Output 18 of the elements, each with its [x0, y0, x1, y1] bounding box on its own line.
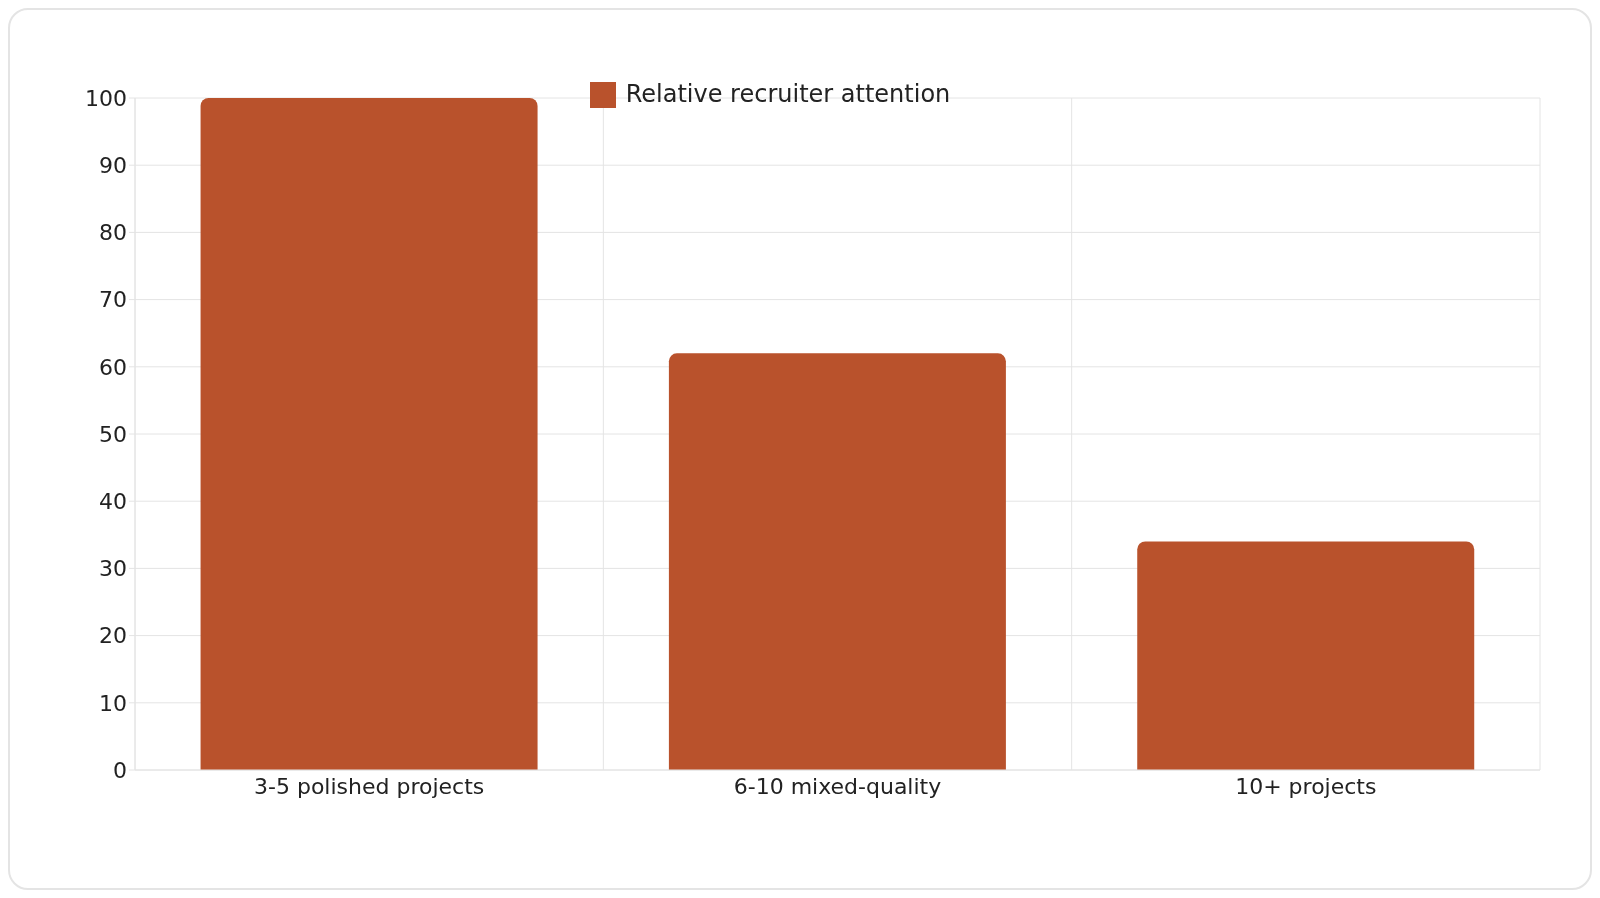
y-tick-label: 100: [85, 85, 127, 111]
x-tick-label: 10+ projects: [1235, 773, 1377, 799]
y-tick-label: 50: [99, 421, 127, 447]
y-tick-label: 0: [113, 757, 127, 783]
y-tick-label: 20: [99, 623, 127, 649]
x-tick-label: 6-10 mixed-quality: [733, 773, 942, 799]
bar: [200, 98, 538, 770]
x-tick-label: 3-5 polished projects: [254, 773, 485, 799]
y-tick-label: 60: [99, 354, 127, 380]
y-tick-label: 80: [99, 220, 127, 246]
y-tick-label: 10: [99, 690, 127, 716]
y-tick-label: 40: [99, 489, 127, 515]
y-tick-label: 30: [99, 556, 127, 582]
y-tick-label: 70: [99, 287, 127, 313]
legend-label: Relative recruiter attention: [625, 80, 951, 108]
bar: [1137, 541, 1475, 770]
y-tick-label: 90: [99, 153, 127, 179]
bar: [668, 353, 1006, 770]
